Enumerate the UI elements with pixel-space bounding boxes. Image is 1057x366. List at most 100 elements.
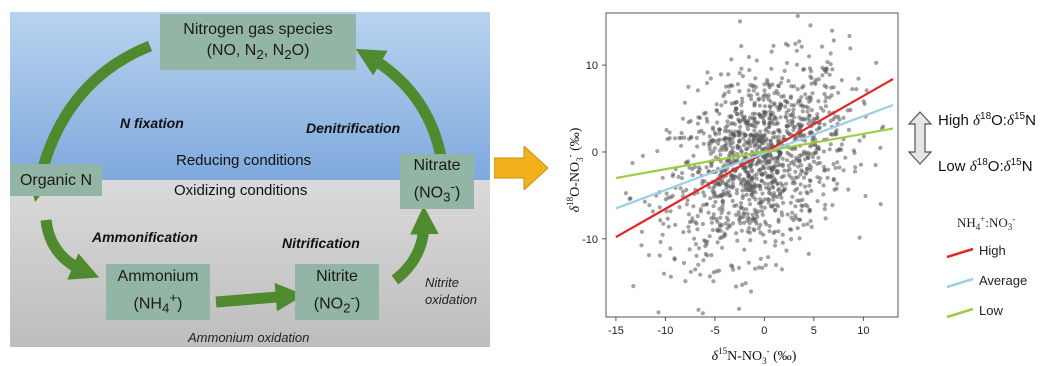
scatter-point bbox=[744, 207, 749, 212]
scatter-point bbox=[665, 216, 670, 221]
scatter-point bbox=[639, 243, 644, 248]
scatter-point bbox=[701, 141, 706, 146]
scatter-point bbox=[707, 274, 712, 279]
scatter-point bbox=[806, 251, 811, 256]
scatter-point bbox=[748, 163, 754, 168]
scatter-point bbox=[772, 229, 777, 234]
scatter-point bbox=[701, 131, 706, 136]
scatter-point bbox=[874, 60, 879, 65]
scatter-point bbox=[817, 125, 822, 131]
scatter-point bbox=[789, 153, 794, 158]
scatter-point bbox=[798, 103, 803, 108]
scatter-point bbox=[771, 176, 777, 181]
fit-line-average bbox=[615, 104, 894, 210]
scatter-point bbox=[695, 214, 700, 219]
scatter-point bbox=[801, 222, 806, 228]
scatter-point bbox=[743, 133, 748, 138]
scatter-point bbox=[798, 191, 803, 196]
scatter-point bbox=[717, 131, 722, 136]
scatter-point bbox=[768, 153, 773, 158]
scatter-point bbox=[700, 311, 705, 316]
scatter-point bbox=[747, 197, 752, 202]
scatter-point bbox=[822, 91, 827, 97]
scatter-point bbox=[712, 130, 717, 135]
scatter-point bbox=[830, 132, 835, 137]
scatter-point bbox=[739, 228, 744, 233]
scatter-point bbox=[684, 187, 689, 192]
scatter-point bbox=[693, 242, 698, 247]
scatter-point bbox=[735, 143, 740, 148]
scatter-point bbox=[711, 279, 716, 284]
scatter-point bbox=[756, 183, 761, 188]
scatter-point bbox=[802, 157, 808, 162]
scatter-point bbox=[822, 122, 827, 127]
scatter-point bbox=[815, 145, 820, 151]
x-tick-label: -5 bbox=[710, 325, 720, 337]
scatter-point bbox=[836, 90, 841, 95]
scatter-point bbox=[658, 239, 663, 245]
scatter-point bbox=[823, 216, 828, 221]
scatter-point bbox=[771, 185, 776, 190]
scatter-point bbox=[709, 161, 714, 167]
scatter-point bbox=[817, 160, 822, 166]
scatter-point bbox=[816, 155, 821, 160]
scatter-point bbox=[767, 223, 772, 229]
scatter-point bbox=[749, 97, 754, 102]
scatter-point bbox=[846, 127, 851, 132]
scatter-point bbox=[807, 178, 812, 183]
scatter-point bbox=[757, 96, 762, 101]
scatter-point bbox=[721, 94, 726, 99]
scatter-point bbox=[731, 174, 736, 179]
scatter-point bbox=[693, 219, 698, 225]
scatter-point bbox=[726, 218, 731, 223]
scatter-point bbox=[810, 138, 815, 143]
scatter-point bbox=[704, 202, 709, 207]
scatter-point bbox=[715, 120, 720, 125]
scatter-point bbox=[793, 169, 798, 174]
nitrite-formula: (NO2-) bbox=[313, 289, 361, 316]
scatter-point bbox=[856, 76, 861, 81]
scatter-point bbox=[807, 113, 812, 118]
denitrification-label: Denitrification bbox=[306, 120, 401, 136]
scatter-point bbox=[730, 221, 736, 226]
scatter-point bbox=[846, 187, 851, 192]
scatter-point bbox=[738, 124, 743, 130]
scatter-point bbox=[747, 230, 752, 235]
scatter-point bbox=[803, 202, 808, 207]
scatter-point bbox=[774, 168, 779, 173]
scatter-point bbox=[766, 200, 771, 205]
scatter-point bbox=[750, 176, 755, 182]
scatter-point bbox=[766, 182, 771, 187]
scatter-point bbox=[809, 188, 814, 193]
scatter-point bbox=[861, 134, 866, 139]
scatter-point bbox=[791, 217, 796, 223]
scatter-point bbox=[807, 183, 812, 188]
scatter-point bbox=[786, 78, 791, 84]
scatter-point bbox=[771, 203, 776, 208]
scatter-point bbox=[807, 118, 812, 123]
scatter-point bbox=[821, 183, 826, 188]
scatter-point bbox=[771, 121, 776, 127]
scatter-point bbox=[695, 88, 700, 93]
scatter-point bbox=[791, 107, 796, 112]
scatter-point bbox=[710, 125, 715, 130]
scatter-point bbox=[773, 239, 778, 244]
scatter-point bbox=[828, 142, 833, 147]
legend-swatch-low bbox=[946, 307, 974, 319]
scatter-point bbox=[777, 152, 783, 157]
organic-n-box: Organic N bbox=[10, 164, 102, 196]
scatter-point bbox=[746, 88, 751, 93]
x-tick-label: -10 bbox=[657, 325, 673, 337]
scatter-point bbox=[743, 169, 748, 174]
scatter-point bbox=[740, 74, 745, 79]
scatter-point bbox=[762, 197, 767, 202]
scatter-point bbox=[820, 65, 825, 70]
scatter-point bbox=[739, 103, 744, 108]
scatter-point bbox=[714, 216, 719, 222]
ammonification-arrow bbox=[40, 219, 100, 280]
scatter-point bbox=[811, 116, 816, 121]
scatter-point bbox=[754, 131, 759, 137]
scatter-point bbox=[799, 95, 804, 100]
scatter-point bbox=[766, 190, 772, 195]
isotope-scatter-plot: -15 -10 -5 0 5 10 -10 0 10 δ15N-NO3- (‰) δ18O-N… bbox=[565, 12, 1036, 366]
